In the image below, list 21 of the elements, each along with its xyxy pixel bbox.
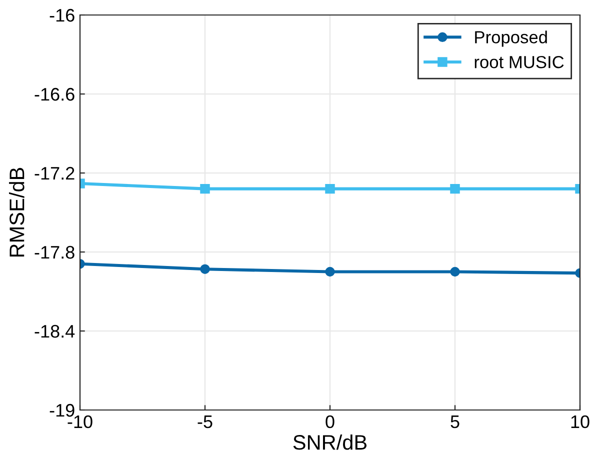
point: [325, 184, 335, 194]
y-axis-title: RMSE/dB: [9, 168, 24, 257]
y-tick-label: -16.6: [34, 88, 74, 101]
x-axis-title: SNR/dB: [293, 434, 367, 450]
x-tick-label: 10: [571, 415, 590, 428]
y-tick-label: -17.8: [34, 246, 74, 259]
x-tick-label: 5: [450, 416, 460, 428]
y-tick-label: -19: [50, 404, 74, 417]
point: [200, 184, 210, 194]
point: [200, 264, 210, 274]
y-tick-label: -18.4: [34, 324, 75, 338]
point: [450, 184, 460, 194]
y-tick-label: -16: [50, 8, 74, 22]
y-tick-label: -17.2: [34, 166, 74, 180]
x-tick-label: 0: [326, 415, 334, 428]
x-tick-label: -5: [198, 416, 212, 428]
x-tick-label: -10: [68, 415, 92, 428]
legend-label: root MUSIC: [474, 56, 564, 68]
point: [325, 266, 335, 277]
legend-label: Proposed: [475, 30, 547, 47]
point: [450, 266, 460, 277]
